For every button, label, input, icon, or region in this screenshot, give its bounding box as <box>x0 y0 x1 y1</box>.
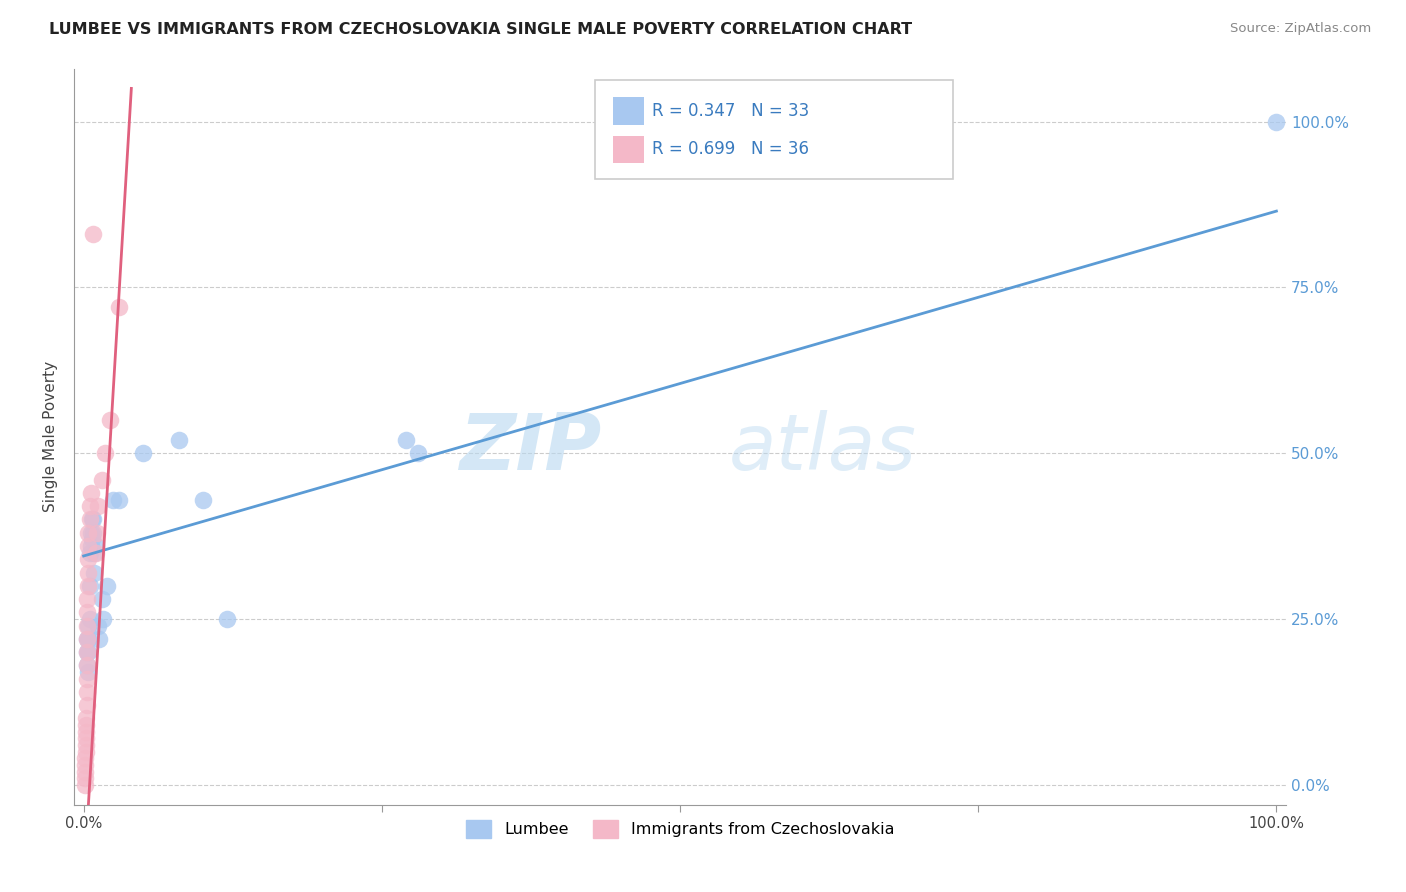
FancyBboxPatch shape <box>613 136 644 163</box>
Point <box>191 492 214 507</box>
Point <box>73 771 96 785</box>
Point <box>75 711 97 725</box>
Point <box>83 546 105 560</box>
Point <box>79 612 101 626</box>
Point <box>80 486 103 500</box>
Point <box>75 731 97 746</box>
Point <box>80 525 103 540</box>
Point <box>77 618 100 632</box>
Point <box>89 632 111 646</box>
Point <box>77 552 100 566</box>
Point <box>79 500 101 514</box>
Point <box>80 512 103 526</box>
Point <box>82 525 104 540</box>
Point <box>79 512 101 526</box>
Point <box>73 751 96 765</box>
Point <box>96 579 118 593</box>
Point <box>76 672 98 686</box>
FancyBboxPatch shape <box>613 97 644 125</box>
Point <box>98 413 121 427</box>
Point <box>76 618 98 632</box>
Point <box>103 492 125 507</box>
Point <box>79 579 101 593</box>
Point <box>75 718 97 732</box>
Point <box>75 745 97 759</box>
Point <box>77 525 100 540</box>
Point <box>76 685 98 699</box>
Text: ZIP: ZIP <box>458 409 602 485</box>
Point <box>80 533 103 547</box>
Point <box>82 512 104 526</box>
Point <box>77 566 100 580</box>
Text: atlas: atlas <box>728 409 917 485</box>
Point <box>76 632 98 646</box>
Point <box>395 433 418 447</box>
FancyBboxPatch shape <box>595 79 953 179</box>
Point <box>76 645 98 659</box>
Point <box>132 446 155 460</box>
Point <box>76 632 98 646</box>
Point <box>77 645 100 659</box>
Point <box>76 658 98 673</box>
Point <box>80 539 103 553</box>
Point <box>90 473 112 487</box>
Point <box>1265 114 1288 128</box>
Point <box>90 592 112 607</box>
Point <box>73 757 96 772</box>
Point <box>77 665 100 679</box>
Point <box>84 546 107 560</box>
Point <box>83 566 105 580</box>
Point <box>82 227 104 242</box>
Point <box>108 492 131 507</box>
Point <box>76 658 98 673</box>
Point <box>77 579 100 593</box>
Point <box>77 539 100 553</box>
Point <box>167 433 190 447</box>
Text: R = 0.347   N = 33: R = 0.347 N = 33 <box>652 103 810 120</box>
Point <box>91 612 114 626</box>
Point <box>79 546 101 560</box>
Point <box>84 539 107 553</box>
Point <box>77 632 100 646</box>
Text: Source: ZipAtlas.com: Source: ZipAtlas.com <box>1230 22 1371 36</box>
Point <box>75 724 97 739</box>
Point <box>76 698 98 713</box>
Point <box>87 500 110 514</box>
Point <box>406 446 429 460</box>
Point <box>86 525 108 540</box>
Point <box>76 645 98 659</box>
Legend: Lumbee, Immigrants from Czechoslovakia: Lumbee, Immigrants from Czechoslovakia <box>460 814 901 845</box>
Point <box>75 738 97 752</box>
Point <box>76 592 98 607</box>
Point <box>94 446 117 460</box>
Point <box>73 764 96 779</box>
Point <box>73 778 96 792</box>
Text: R = 0.699   N = 36: R = 0.699 N = 36 <box>652 141 808 159</box>
Text: LUMBEE VS IMMIGRANTS FROM CZECHOSLOVAKIA SINGLE MALE POVERTY CORRELATION CHART: LUMBEE VS IMMIGRANTS FROM CZECHOSLOVAKIA… <box>49 22 912 37</box>
Point <box>108 300 131 314</box>
Y-axis label: Single Male Poverty: Single Male Poverty <box>44 361 58 512</box>
Point <box>76 605 98 619</box>
Point <box>215 612 238 626</box>
Point <box>87 618 110 632</box>
